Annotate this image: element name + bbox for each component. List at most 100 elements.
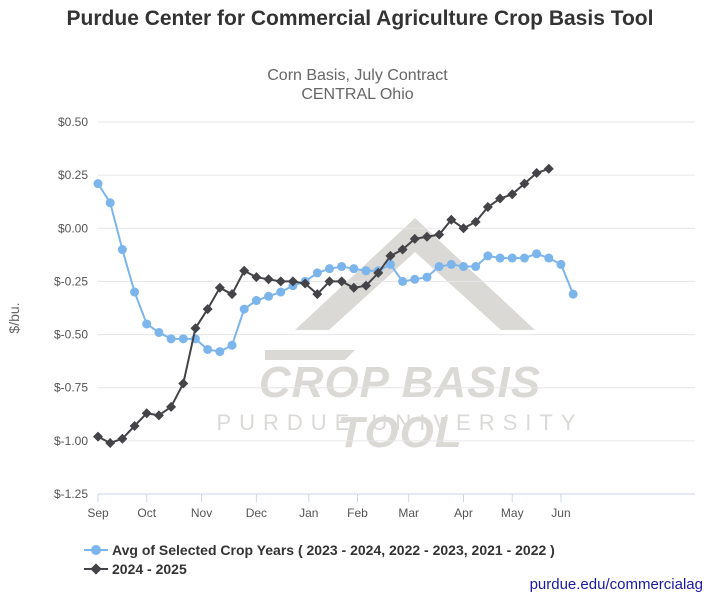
data-point-diamond [458,223,469,234]
data-point-circle [361,266,371,276]
data-point-diamond [202,304,213,315]
legend-item-2024-2025[interactable]: 2024 - 2025 [84,559,555,578]
y-tick-label: $-0.25 [54,274,88,288]
data-point-circle [337,262,347,272]
y-axis: $0.50 $0.25 $0.00 $-0.25 $-0.50 $-0.75 $-1.00 $… [54,115,88,501]
data-point-circle [434,262,444,272]
y-tick-label: $0.00 [58,221,88,235]
data-point-diamond [421,231,432,242]
data-point-diamond [543,163,554,174]
legend: Avg of Selected Crop Years ( 2023 - 2024… [84,540,555,578]
data-point-circle [215,347,225,357]
y-tick-label: $-0.50 [54,328,88,342]
data-point-circle [349,264,359,274]
data-point-circle [264,291,274,301]
legend-avg-swatch [84,543,108,557]
data-point-circle [324,264,334,274]
subtitle-line-2: CENTRAL Ohio [301,86,414,103]
data-point-diamond [324,276,335,287]
data-point-circle [227,340,237,350]
data-point-diamond [495,193,506,204]
data-point-circle [203,344,213,354]
data-point-diamond [263,274,274,285]
data-point-diamond [166,401,177,412]
data-point-diamond [348,282,359,293]
data-point-circle [519,253,529,263]
y-tick-label: $-1.25 [54,487,88,501]
watermark-title: CROP BASIS TOOL [258,358,542,457]
data-point-diamond [129,420,140,431]
data-point-diamond [385,250,396,261]
legend-item-avg[interactable]: Avg of Selected Crop Years ( 2023 - 2024… [84,540,555,559]
data-point-diamond [117,433,128,444]
x-tick-label: Feb [347,506,368,520]
x-tick-label: Nov [191,506,212,520]
data-point-diamond [287,276,298,287]
data-point-circle [117,245,127,255]
data-point-circle [446,259,456,269]
watermark-subtitle: PURDUE UNIVERSITY [216,410,584,435]
x-tick-label: Sep [87,506,109,520]
x-tick-label: Mar [398,506,419,520]
data-point-circle [556,259,566,269]
data-point-diamond [519,178,530,189]
data-point-diamond [397,244,408,255]
data-point-circle [544,253,554,263]
data-point-diamond [251,272,262,283]
data-point-circle [142,319,152,329]
data-point-circle [385,259,395,269]
data-point-diamond [178,378,189,389]
data-point-circle [105,198,115,208]
x-tick-label: Apr [454,506,473,520]
data-point-circle [93,179,103,189]
legend-2024-label: 2024 - 2025 [112,560,187,577]
data-point-circle [312,268,322,278]
subtitle-line-1: Corn Basis, July Contract [267,67,448,84]
data-point-diamond [446,214,457,225]
data-point-circle [459,262,469,272]
x-tick-label: Dec [246,506,267,520]
data-point-circle [410,274,420,284]
chart-title: Purdue Center for Commercial Agriculture… [66,7,654,30]
source-link[interactable]: purdue.edu/commercialag [529,576,703,593]
data-point-diamond [275,276,286,287]
data-point-circle [166,334,176,344]
data-point-diamond [482,202,493,213]
data-point-diamond [93,431,103,442]
watermark-logo [265,218,535,360]
data-point-diamond [434,229,445,240]
y-tick-label: $0.50 [58,115,88,129]
legend-avg-label: Avg of Selected Crop Years ( 2023 - 2024… [112,541,555,558]
grid-lines [98,121,695,495]
data-point-diamond [336,276,347,287]
data-point-circle [471,262,481,272]
data-point-diamond [507,189,518,200]
data-point-circle [483,251,493,261]
data-point-circle [154,327,164,337]
data-point-diamond [312,289,323,300]
series-group [93,163,578,448]
data-point-circle [495,253,505,263]
crop-basis-watermark: CROP BASIS TOOL PURDUE UNIVERSITY [205,200,595,457]
chart-subtitle: Corn Basis, July Contract CENTRAL Ohio [0,66,715,104]
data-point-diamond [141,408,152,419]
series-line-0 [97,183,575,353]
data-point-diamond [409,233,420,244]
data-point-diamond [239,265,250,276]
data-point-diamond [214,282,225,293]
data-point-diamond [190,323,201,334]
data-point-circle [251,296,261,306]
data-point-circle [422,272,432,282]
series-line-1 [97,167,550,444]
y-tick-label: $-1.00 [54,434,88,448]
data-point-diamond [361,280,372,291]
y-tick-label: $-0.75 [54,381,88,395]
x-tick-label: Oct [137,506,156,520]
data-point-circle [178,334,188,344]
data-point-diamond [373,267,384,278]
x-tick-label: May [501,506,524,520]
data-point-diamond [153,410,164,421]
legend-2024-swatch [84,562,108,576]
data-point-circle [507,253,517,263]
